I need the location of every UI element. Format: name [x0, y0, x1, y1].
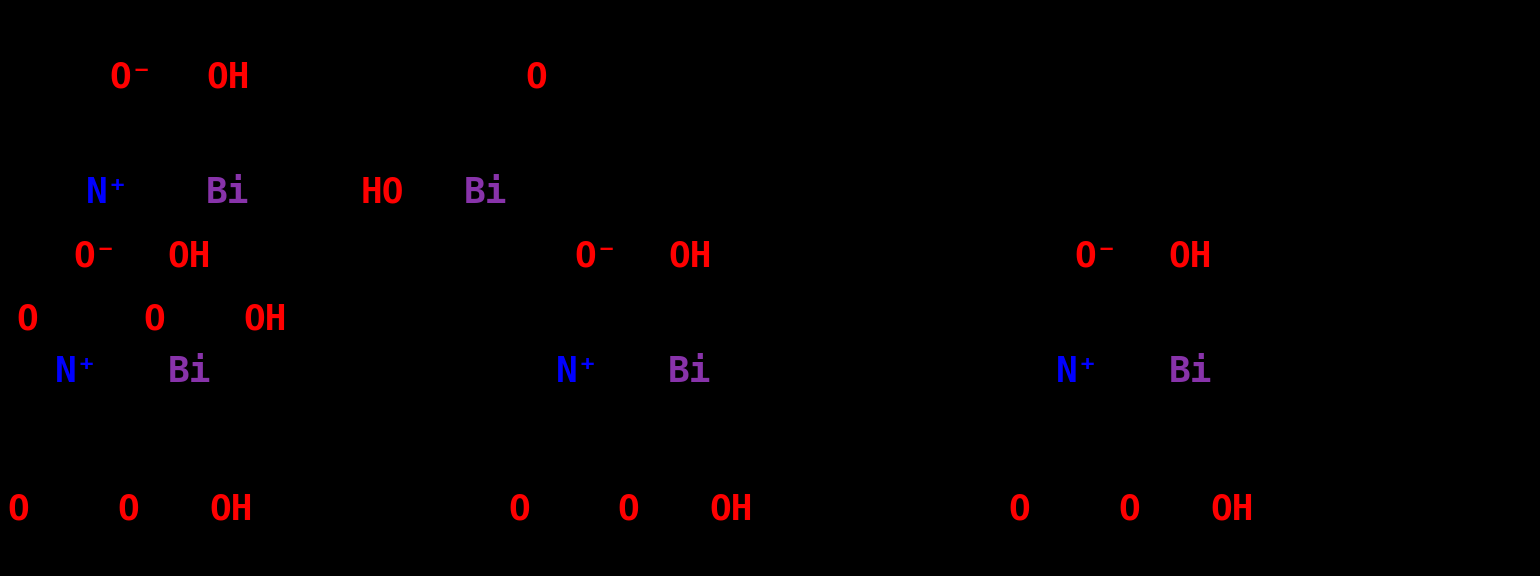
Text: Bi: Bi [668, 354, 711, 389]
Text: O: O [508, 492, 530, 527]
Text: N⁺: N⁺ [556, 354, 599, 389]
Text: O⁻: O⁻ [109, 60, 152, 95]
Text: Bi: Bi [206, 176, 249, 210]
Text: O⁻: O⁻ [574, 239, 618, 274]
Text: O: O [143, 302, 165, 337]
Text: OH: OH [209, 492, 253, 527]
Text: N⁺: N⁺ [86, 176, 129, 210]
Text: O⁻: O⁻ [1075, 239, 1118, 274]
Text: OH: OH [668, 239, 711, 274]
Text: OH: OH [710, 492, 753, 527]
Text: O: O [1118, 492, 1140, 527]
Text: O: O [117, 492, 139, 527]
Text: OH: OH [1210, 492, 1254, 527]
Text: Bi: Bi [1169, 354, 1212, 389]
Text: Bi: Bi [168, 354, 211, 389]
Text: OH: OH [206, 60, 249, 95]
Text: Bi: Bi [464, 176, 507, 210]
Text: N⁺: N⁺ [55, 354, 99, 389]
Text: OH: OH [243, 302, 286, 337]
Text: O: O [1009, 492, 1030, 527]
Text: O: O [525, 60, 547, 95]
Text: HO: HO [360, 176, 403, 210]
Text: O: O [618, 492, 639, 527]
Text: OH: OH [1169, 239, 1212, 274]
Text: OH: OH [168, 239, 211, 274]
Text: O⁻: O⁻ [74, 239, 117, 274]
Text: O: O [17, 302, 38, 337]
Text: O: O [8, 492, 29, 527]
Text: N⁺: N⁺ [1056, 354, 1100, 389]
